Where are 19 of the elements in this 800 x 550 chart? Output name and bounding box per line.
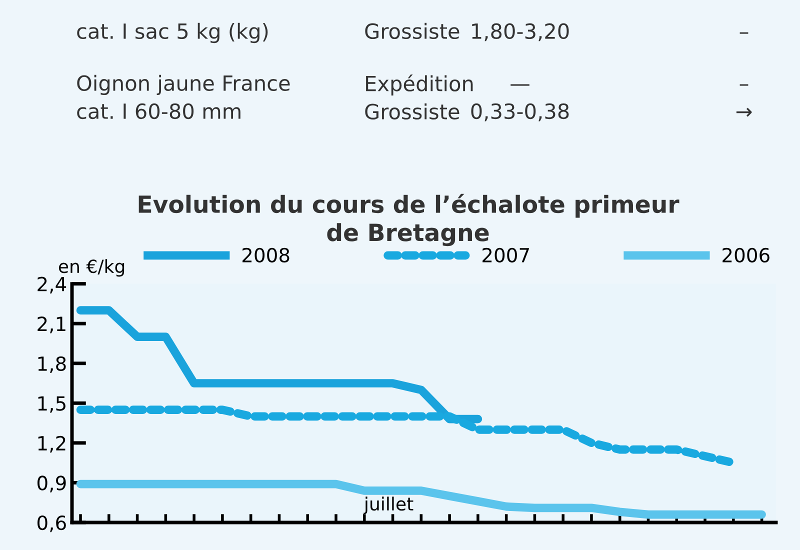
y-tick-label: 2,1 xyxy=(38,316,66,334)
chart-title: Evolution du cours de l’échalote primeur de Bretagne xyxy=(138,194,680,246)
text: 1,80-3,20 xyxy=(472,23,569,42)
y-tick-label: 1,2 xyxy=(38,436,66,453)
text: Grossiste xyxy=(365,22,460,40)
text: cat. I sac 5 kg (kg) xyxy=(77,22,268,44)
annotation: juillet xyxy=(364,496,414,514)
text: – xyxy=(740,32,748,34)
y-tick-label: 1,5 xyxy=(38,396,66,413)
legend-label: 2006 xyxy=(722,248,770,263)
y-tick-label: 2,4 xyxy=(38,276,66,294)
y-axis-title: en €/kg xyxy=(58,259,124,277)
y-tick-label: 0,6 xyxy=(38,515,66,532)
legend-label: 2008 xyxy=(242,248,290,263)
y-tick-label: 0,9 xyxy=(38,476,66,492)
text: – → xyxy=(736,84,752,117)
legend-label: 2007 xyxy=(482,248,529,263)
y-tick-label: 1,8 xyxy=(38,356,66,374)
text: Oignon jaune France cat. I 60-80 mm xyxy=(77,74,290,120)
